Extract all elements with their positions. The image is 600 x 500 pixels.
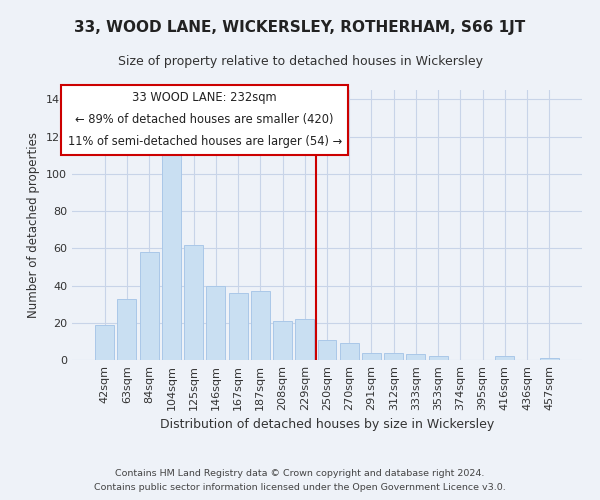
Bar <box>496 356 514 360</box>
Bar <box>206 286 225 360</box>
Bar <box>118 298 136 360</box>
Text: Size of property relative to detached houses in Wickersley: Size of property relative to detached ho… <box>118 55 482 68</box>
Bar <box>229 293 248 360</box>
Text: 33 WOOD LANE: 232sqm
← 89% of detached houses are smaller (420)
11% of semi-deta: 33 WOOD LANE: 232sqm ← 89% of detached h… <box>68 92 342 148</box>
Text: 33, WOOD LANE, WICKERSLEY, ROTHERHAM, S66 1JT: 33, WOOD LANE, WICKERSLEY, ROTHERHAM, S6… <box>74 20 526 35</box>
Bar <box>295 319 314 360</box>
Bar <box>540 358 559 360</box>
Bar <box>273 321 292 360</box>
Bar <box>317 340 337 360</box>
Text: Contains HM Land Registry data © Crown copyright and database right 2024.: Contains HM Land Registry data © Crown c… <box>115 468 485 477</box>
Bar <box>340 343 359 360</box>
Bar <box>95 324 114 360</box>
Bar <box>406 354 425 360</box>
Bar <box>362 352 381 360</box>
Bar <box>429 356 448 360</box>
Text: Contains public sector information licensed under the Open Government Licence v3: Contains public sector information licen… <box>94 484 506 492</box>
Bar <box>140 252 158 360</box>
Y-axis label: Number of detached properties: Number of detached properties <box>28 132 40 318</box>
Bar <box>384 352 403 360</box>
Bar <box>162 146 181 360</box>
Bar <box>184 244 203 360</box>
Bar <box>251 291 270 360</box>
X-axis label: Distribution of detached houses by size in Wickersley: Distribution of detached houses by size … <box>160 418 494 432</box>
